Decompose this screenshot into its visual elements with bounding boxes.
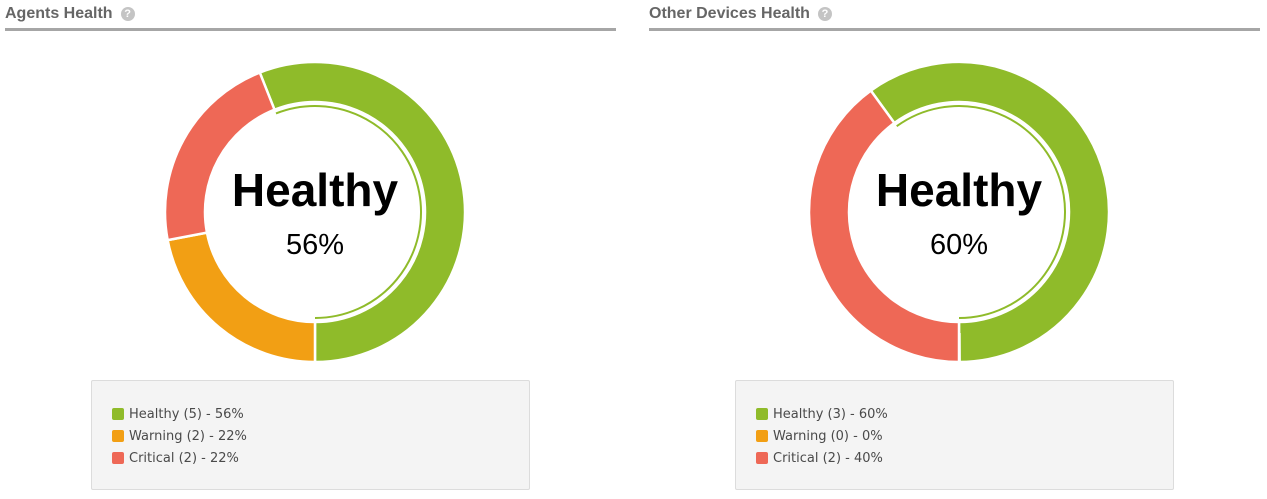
legend-swatch-healthy bbox=[112, 408, 124, 420]
help-icon[interactable]: ? bbox=[817, 7, 832, 21]
agents-health-donut-chart: Healthy 56% bbox=[163, 60, 467, 364]
legend-item-healthy[interactable]: Healthy (5) - 56% bbox=[112, 403, 247, 425]
legend-swatch-warning bbox=[756, 430, 768, 442]
other-devices-health-donut-chart: Healthy 60% bbox=[807, 60, 1111, 364]
legend-item-critical[interactable]: Critical (2) - 40% bbox=[756, 447, 888, 469]
legend-item-warning[interactable]: Warning (0) - 0% bbox=[756, 425, 888, 447]
donut-selection-arc bbox=[275, 105, 422, 319]
donut-center-label: Healthy bbox=[232, 164, 399, 216]
donut-slice-healthy[interactable] bbox=[869, 60, 1111, 364]
legend: Healthy (3) - 60% Warning (0) - 0% Criti… bbox=[756, 403, 888, 469]
donut-center-value: 56% bbox=[286, 229, 344, 261]
panel-header: Agents Health? bbox=[5, 0, 616, 31]
legend-item-warning[interactable]: Warning (2) - 22% bbox=[112, 425, 247, 447]
legend-swatch-critical bbox=[756, 452, 768, 464]
donut-center-value: 60% bbox=[930, 229, 988, 261]
legend-label: Healthy (3) - 60% bbox=[773, 406, 888, 422]
donut-slice-healthy[interactable] bbox=[258, 60, 467, 364]
help-icon[interactable]: ? bbox=[120, 7, 135, 21]
legend-label: Critical (2) - 40% bbox=[773, 450, 883, 466]
panel-title: Agents Health? bbox=[5, 5, 135, 23]
panel-title: Other Devices Health? bbox=[649, 5, 832, 23]
legend-item-healthy[interactable]: Healthy (3) - 60% bbox=[756, 403, 888, 425]
legend-box: Healthy (3) - 60% Warning (0) - 0% Criti… bbox=[735, 380, 1174, 490]
legend-label: Warning (0) - 0% bbox=[773, 428, 883, 444]
legend-swatch-warning bbox=[112, 430, 124, 442]
donut-slice-critical[interactable] bbox=[807, 89, 961, 364]
legend-swatch-critical bbox=[112, 452, 124, 464]
panel-header: Other Devices Health? bbox=[649, 0, 1260, 31]
legend-label: Healthy (5) - 56% bbox=[129, 406, 244, 422]
donut-selection-arc bbox=[896, 105, 1066, 319]
legend-box: Healthy (5) - 56% Warning (2) - 22% Crit… bbox=[91, 380, 530, 490]
other-devices-health-panel: Other Devices Health? Healthy 60% Healthy… bbox=[649, 0, 1260, 499]
legend-swatch-healthy bbox=[756, 408, 768, 420]
legend-label: Critical (2) - 22% bbox=[129, 450, 239, 466]
donut-center-label: Healthy bbox=[876, 164, 1043, 216]
legend-item-critical[interactable]: Critical (2) - 22% bbox=[112, 447, 247, 469]
legend: Healthy (5) - 56% Warning (2) - 22% Crit… bbox=[112, 403, 247, 469]
donut-slice-critical[interactable] bbox=[163, 71, 276, 242]
agents-health-panel: Agents Health? Healthy 56% Healthy (5) - … bbox=[5, 0, 616, 499]
legend-label: Warning (2) - 22% bbox=[129, 428, 247, 444]
